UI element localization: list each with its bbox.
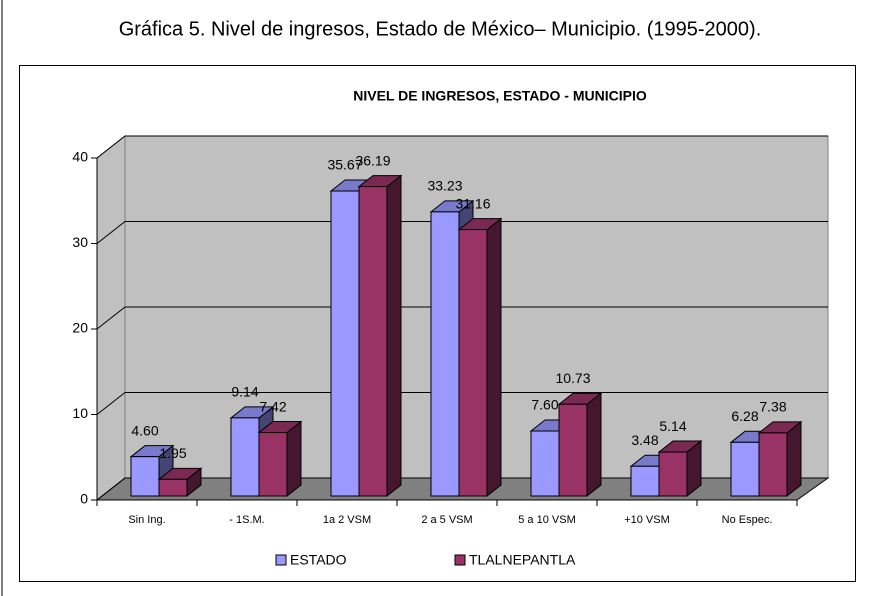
x-tick-label: +10 VSM (624, 514, 670, 526)
value-label: 33.23 (427, 178, 462, 194)
bar (258, 432, 288, 497)
y-tick-label: 40 (72, 149, 88, 165)
grid-line (96, 306, 828, 330)
bar (730, 441, 760, 497)
x-tick-label: 1a 2 VSM (323, 514, 371, 526)
grid-line (96, 392, 828, 415)
value-label: 7.60 (531, 397, 558, 413)
grid-line (96, 221, 828, 244)
bar (658, 451, 688, 497)
bar (230, 417, 260, 497)
bar (330, 190, 360, 497)
value-label: 1.95 (159, 445, 186, 461)
bar-side (586, 392, 602, 498)
bar (358, 186, 388, 497)
y-tick-label: 10 (72, 405, 88, 421)
value-label: 7.38 (759, 399, 786, 415)
bar-side (486, 217, 502, 498)
legend-swatch (454, 554, 466, 566)
grid-line (96, 135, 828, 159)
x-tick-label: - 1S.M. (229, 514, 264, 526)
value-label: 9.14 (231, 384, 258, 400)
value-label: 5.14 (659, 418, 686, 434)
bar (158, 478, 188, 497)
value-label: 10.73 (555, 370, 590, 386)
bar (430, 211, 460, 497)
bar-side (386, 174, 402, 498)
y-tick-label: 30 (72, 234, 88, 250)
x-tick-label: 2 a 5 VSM (421, 514, 472, 526)
value-label: 31.16 (455, 195, 490, 211)
value-label: 3.48 (631, 432, 658, 448)
legend-label: ESTADO (290, 552, 347, 568)
bar-side (786, 420, 802, 498)
value-label: 7.42 (259, 398, 286, 414)
bar-side (286, 420, 302, 498)
value-label: 36.19 (355, 152, 390, 168)
value-label: 6.28 (731, 408, 758, 424)
bar (758, 432, 788, 497)
bar (630, 465, 660, 497)
value-label: 35.67 (327, 157, 362, 173)
bar (530, 430, 560, 497)
x-tick-label: 5 a 10 VSM (518, 514, 575, 526)
bar (458, 229, 488, 497)
legend-label: TLALNEPANTLA (469, 552, 576, 568)
heading: Gráfica 5. Nivel de ingresos, Estado de … (119, 18, 762, 40)
bar (130, 456, 160, 497)
y-tick-label: 0 (80, 491, 88, 507)
x-tick-label: No Espec. (722, 514, 773, 526)
x-tick-label: Sin Ing. (128, 514, 165, 526)
y-tick-label: 20 (72, 320, 88, 336)
chart-title: NIVEL DE INGRESOS, ESTADO - MUNICIPIO (353, 88, 647, 104)
bar (558, 403, 588, 497)
legend-swatch (275, 554, 287, 566)
value-label: 4.60 (131, 422, 158, 438)
